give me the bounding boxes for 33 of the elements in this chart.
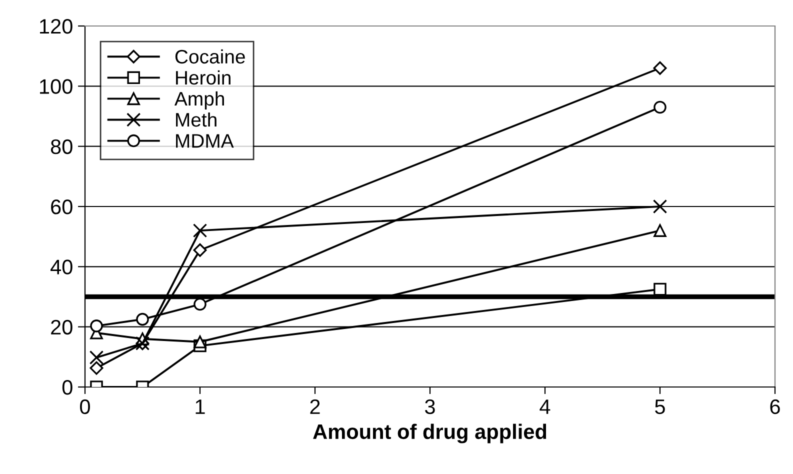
y-tick-label: 80 bbox=[50, 139, 72, 154]
x-tick-label: 6 bbox=[770, 399, 780, 414]
point bbox=[654, 282, 666, 296]
y-tick-label: 0 bbox=[62, 380, 72, 395]
legend-label: Heroin bbox=[176, 70, 230, 85]
x-tick-label: 3 bbox=[425, 399, 435, 414]
legend-label: Amph bbox=[174, 91, 224, 110]
point bbox=[89, 350, 104, 365]
point bbox=[654, 100, 666, 114]
legend-label: Cocaine bbox=[175, 49, 245, 64]
x-tick-label: 4 bbox=[540, 400, 550, 414]
point bbox=[194, 335, 206, 348]
point bbox=[654, 224, 666, 237]
point bbox=[90, 361, 104, 375]
point bbox=[652, 199, 668, 214]
x-axis-title: Amount of drug applied bbox=[313, 424, 546, 444]
point bbox=[194, 298, 206, 311]
point bbox=[193, 243, 207, 257]
legend-label: Meth bbox=[176, 112, 216, 127]
x-tick-label: 0 bbox=[80, 399, 90, 414]
y-tick-label: 100 bbox=[40, 79, 72, 94]
point bbox=[653, 61, 667, 75]
point bbox=[192, 223, 208, 238]
x-tick-label: 2 bbox=[310, 399, 320, 414]
point bbox=[90, 320, 103, 332]
y-tick-label: 40 bbox=[50, 260, 72, 274]
x-tick-label: 5 bbox=[655, 400, 665, 414]
y-tick-label: 20 bbox=[51, 320, 72, 335]
x-tick-label: 1 bbox=[196, 400, 205, 414]
y-tick-label: 60 bbox=[51, 200, 72, 214]
point bbox=[136, 312, 149, 326]
legend-label: MDMA bbox=[176, 134, 234, 148]
y-tick-label: 120 bbox=[40, 19, 72, 34]
